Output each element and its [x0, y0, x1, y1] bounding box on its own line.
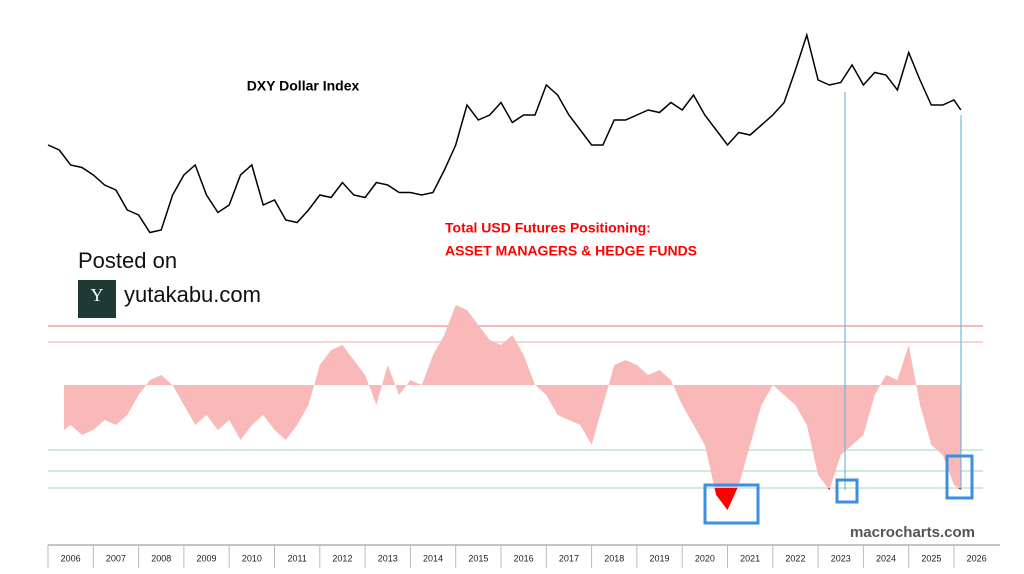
x-tick-label: 2011: [287, 553, 306, 563]
x-tick-label: 2013: [378, 553, 398, 563]
x-tick-label: 2010: [242, 553, 262, 563]
x-tick-label: 2025: [921, 553, 941, 563]
x-tick-label: 2018: [604, 553, 624, 563]
x-tick-label: 2017: [559, 553, 579, 563]
logo: [78, 280, 116, 318]
area-title: Total USD Futures Positioning:: [445, 220, 651, 236]
x-tick-label: 2019: [650, 553, 670, 563]
positioning-area: [64, 305, 961, 510]
x-tick-label: 2014: [423, 553, 443, 563]
x-tick-label: 2015: [468, 553, 488, 563]
x-tick-label: 2006: [61, 553, 81, 563]
annotation-box: [703, 483, 760, 525]
posted-label: Posted on: [78, 248, 177, 273]
x-tick-label: 2008: [151, 553, 171, 563]
x-tick-label: 2020: [695, 553, 715, 563]
x-tick-label: 2022: [785, 553, 805, 563]
x-tick-label: 2009: [197, 553, 217, 563]
watermark: macrocharts.com: [850, 524, 975, 541]
annotation-box: [945, 454, 974, 500]
x-tick-label: 2012: [332, 553, 352, 563]
annotations: [703, 92, 974, 525]
x-tick-label: 2021: [740, 553, 760, 563]
x-tick-label: 2023: [831, 553, 851, 563]
x-tick-label: 2007: [106, 553, 126, 563]
x-tick-label: 2024: [876, 553, 896, 563]
x-tick-label: 2026: [967, 553, 987, 563]
logo-text: Y: [91, 285, 104, 305]
dxy-line: [47, 32, 962, 234]
area-subtitle: ASSET MANAGERS & HEDGE FUNDS: [445, 243, 697, 259]
x-tick-label: 2016: [514, 553, 534, 563]
annotation-box: [835, 478, 859, 504]
line-title: DXY Dollar Index: [247, 78, 360, 94]
site-label: yutakabu.com: [124, 282, 261, 307]
